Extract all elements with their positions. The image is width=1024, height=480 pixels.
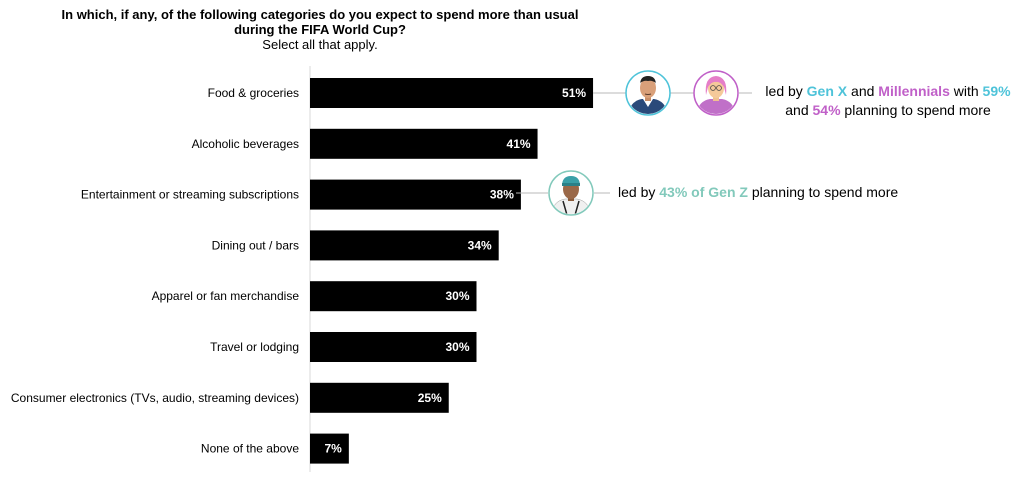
category-label: Food & groceries — [208, 86, 299, 100]
food-callout-line-2: and 54% planning to spend more — [752, 101, 1024, 120]
bar — [310, 230, 499, 261]
category-label: None of the above — [201, 442, 299, 456]
millennials-label: Millennials — [878, 83, 950, 99]
entertainment-callout-pre: led by — [618, 184, 660, 200]
bar-value-label: 25% — [418, 391, 442, 405]
food-callout-line-1: led by Gen X and Millennials with 59% — [752, 82, 1024, 101]
bar-value-label: 41% — [507, 137, 531, 151]
title-question: In which, if any, of the following categ… — [61, 7, 579, 37]
bar-value-label: 34% — [468, 238, 492, 252]
chart-title: In which, if any, of the following categ… — [40, 7, 600, 52]
bar-value-label: 51% — [562, 86, 586, 100]
gen-x-avatar-icon — [625, 70, 671, 116]
bar-value-label: 30% — [445, 289, 469, 303]
food-callout-and-2: and — [785, 102, 813, 118]
food-callout-post: planning to spend more — [840, 102, 991, 118]
gen-x-percent: 59% — [982, 83, 1011, 99]
millennial-avatar-icon — [693, 70, 739, 116]
bar — [310, 128, 538, 159]
category-label: Dining out / bars — [212, 238, 299, 252]
food-callout-with: with — [949, 83, 983, 99]
category-label: Consumer electronics (TVs, audio, stream… — [11, 391, 299, 405]
food-callout: led by Gen X and Millennials with 59% an… — [752, 82, 1024, 120]
millennials-percent: 54% — [812, 102, 841, 118]
category-label: Travel or lodging — [210, 340, 299, 354]
category-label: Apparel or fan merchandise — [152, 289, 300, 303]
category-label: Entertainment or streaming subscriptions — [81, 188, 299, 202]
bar — [310, 179, 521, 210]
bar-value-label: 30% — [445, 340, 469, 354]
entertainment-callout: led by 43% of Gen Z planning to spend mo… — [618, 183, 898, 202]
gen-z-avatar-icon — [548, 170, 594, 216]
title-instruction: Select all that apply. — [262, 37, 378, 52]
food-callout-pre: led by — [765, 83, 807, 99]
bar — [310, 78, 594, 108]
bar-value-label: 38% — [490, 188, 514, 202]
food-callout-and: and — [847, 83, 879, 99]
entertainment-callout-post: planning to spend more — [747, 184, 899, 200]
bar — [310, 433, 349, 464]
gen-z-highlight: 43% of Gen Z — [659, 184, 748, 200]
bar — [310, 332, 477, 362]
category-label: Alcoholic beverages — [192, 137, 299, 151]
bar-value-label: 7% — [325, 442, 343, 456]
bar — [310, 382, 449, 413]
gen-x-label: Gen X — [806, 83, 848, 99]
bar — [310, 281, 477, 312]
